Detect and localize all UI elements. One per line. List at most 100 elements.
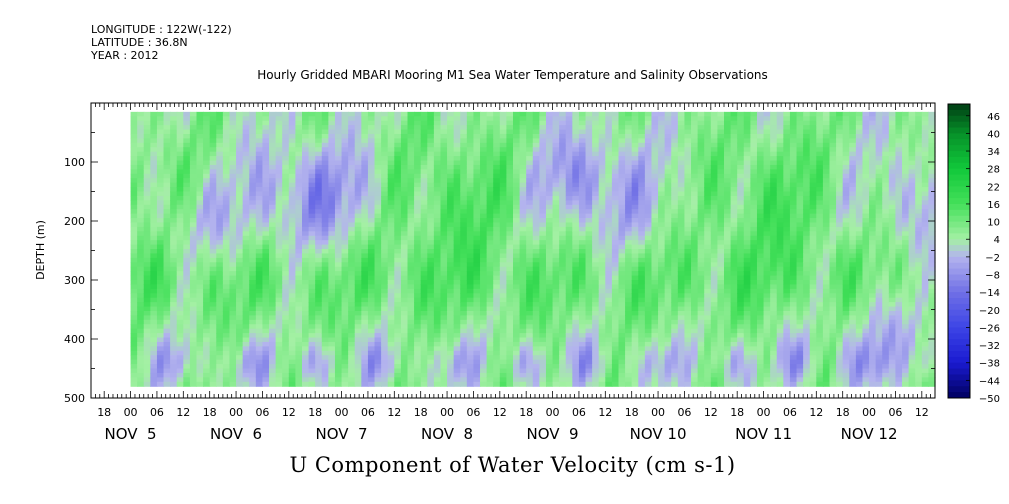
heat-cell	[321, 204, 329, 210]
heat-cell	[493, 244, 501, 250]
heat-cell	[170, 222, 178, 228]
heat-cell	[447, 182, 455, 188]
heat-cell	[137, 359, 145, 365]
heat-cell	[618, 111, 626, 117]
heat-cell	[440, 310, 448, 316]
heat-cell	[526, 209, 534, 215]
heat-cell	[196, 288, 204, 294]
heat-cell	[545, 244, 554, 250]
heat-cell	[493, 204, 501, 210]
heat-cell	[526, 275, 534, 281]
heat-cell	[545, 173, 554, 179]
heat-cell	[460, 164, 468, 170]
heat-cell	[545, 226, 554, 232]
heat-cell	[506, 310, 514, 316]
heat-cell	[644, 306, 653, 312]
heat-cell	[493, 218, 501, 224]
heat-cell	[486, 372, 494, 378]
heat-cell	[466, 288, 475, 294]
heat-cell	[282, 133, 290, 139]
heat-cell	[222, 147, 231, 153]
heatmap-field	[130, 111, 936, 387]
heat-cell	[447, 222, 455, 228]
heat-cell	[499, 169, 507, 175]
heat-cell	[216, 359, 224, 365]
heat-cell	[288, 368, 296, 374]
heat-cell	[598, 262, 606, 268]
heat-cell	[565, 133, 573, 139]
heat-cell	[341, 142, 349, 148]
heat-cell	[150, 111, 158, 117]
heat-cell	[651, 328, 659, 334]
heat-cell	[506, 381, 514, 387]
heat-cell	[592, 284, 600, 290]
heat-cell	[532, 240, 540, 246]
heat-cell	[407, 213, 415, 219]
heat-cell	[163, 231, 171, 237]
heat-cell	[565, 333, 573, 339]
heat-cell	[321, 257, 329, 263]
heat-cell	[170, 319, 178, 325]
heat-cell	[605, 280, 613, 286]
heat-cell	[328, 315, 336, 321]
heat-cell	[552, 249, 560, 255]
heat-cell	[440, 244, 448, 250]
heat-cell	[302, 271, 310, 277]
heat-cell	[592, 324, 600, 330]
heat-cell	[578, 195, 587, 201]
heat-cell	[460, 116, 468, 122]
heat-cell	[328, 235, 336, 241]
heat-cell	[480, 328, 488, 334]
heat-cell	[242, 125, 250, 131]
heat-cell	[453, 218, 461, 224]
heat-cell	[539, 142, 547, 148]
heat-cell	[611, 125, 620, 131]
heat-cell	[229, 142, 237, 148]
heat-cell	[592, 310, 600, 316]
heat-cell	[486, 147, 494, 153]
heat-cell	[611, 160, 620, 166]
heat-cell	[137, 169, 145, 175]
heat-cell	[453, 346, 461, 352]
heat-cell	[486, 182, 494, 188]
heat-cell	[367, 182, 376, 188]
heat-cell	[513, 372, 521, 378]
heat-cell	[295, 240, 303, 246]
heat-cell	[638, 164, 646, 170]
heat-cell	[189, 364, 198, 370]
heat-cell	[150, 266, 158, 272]
heat-cell	[255, 381, 264, 387]
heat-cell	[315, 310, 323, 316]
heat-cell	[229, 240, 237, 246]
heat-cell	[420, 160, 428, 166]
heat-cell	[407, 240, 415, 246]
heat-cell	[216, 226, 224, 232]
heat-cell	[315, 182, 323, 188]
heat-cell	[466, 222, 475, 228]
heat-cell	[374, 359, 382, 365]
heat-cell	[282, 138, 290, 144]
heat-cell	[387, 372, 395, 378]
heat-cell	[163, 341, 171, 347]
heat-cell	[209, 173, 217, 179]
heat-cell	[658, 133, 666, 139]
heat-cell	[420, 209, 428, 215]
heat-cell	[308, 328, 316, 334]
heat-cell	[249, 133, 257, 139]
heat-cell	[611, 341, 620, 347]
heat-cell	[170, 377, 178, 383]
heat-cell	[282, 364, 290, 370]
heat-cell	[625, 222, 633, 228]
heat-cell	[433, 191, 442, 197]
heat-cell	[236, 173, 244, 179]
heat-cell	[539, 280, 547, 286]
heat-cell	[414, 297, 422, 303]
heat-cell	[631, 213, 639, 219]
heat-cell	[499, 133, 507, 139]
heat-cell	[611, 164, 620, 170]
heat-cell	[433, 377, 442, 383]
heat-cell	[295, 302, 303, 308]
heat-cell	[249, 125, 257, 131]
heat-cell	[578, 364, 587, 370]
heat-cell	[374, 204, 382, 210]
